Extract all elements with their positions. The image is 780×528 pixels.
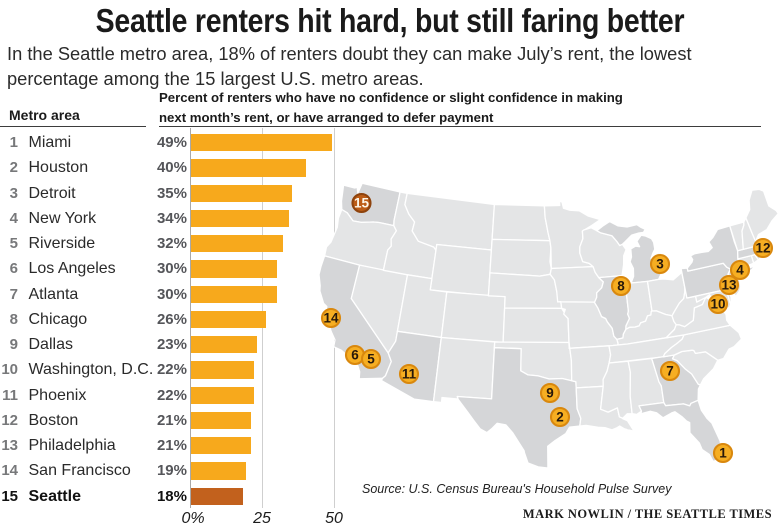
svg-text:10: 10	[710, 297, 725, 312]
svg-text:9: 9	[546, 386, 554, 401]
svg-text:11: 11	[402, 367, 417, 382]
svg-text:1: 1	[719, 446, 727, 461]
svg-text:12: 12	[755, 241, 770, 256]
svg-text:13: 13	[721, 278, 737, 293]
svg-text:4: 4	[736, 263, 744, 278]
svg-text:2: 2	[556, 410, 564, 425]
svg-text:3: 3	[656, 257, 664, 272]
svg-text:5: 5	[367, 352, 375, 367]
svg-text:15: 15	[354, 196, 370, 211]
svg-text:6: 6	[351, 348, 359, 363]
svg-text:7: 7	[666, 364, 674, 379]
svg-text:14: 14	[323, 311, 339, 326]
svg-text:8: 8	[617, 279, 625, 294]
